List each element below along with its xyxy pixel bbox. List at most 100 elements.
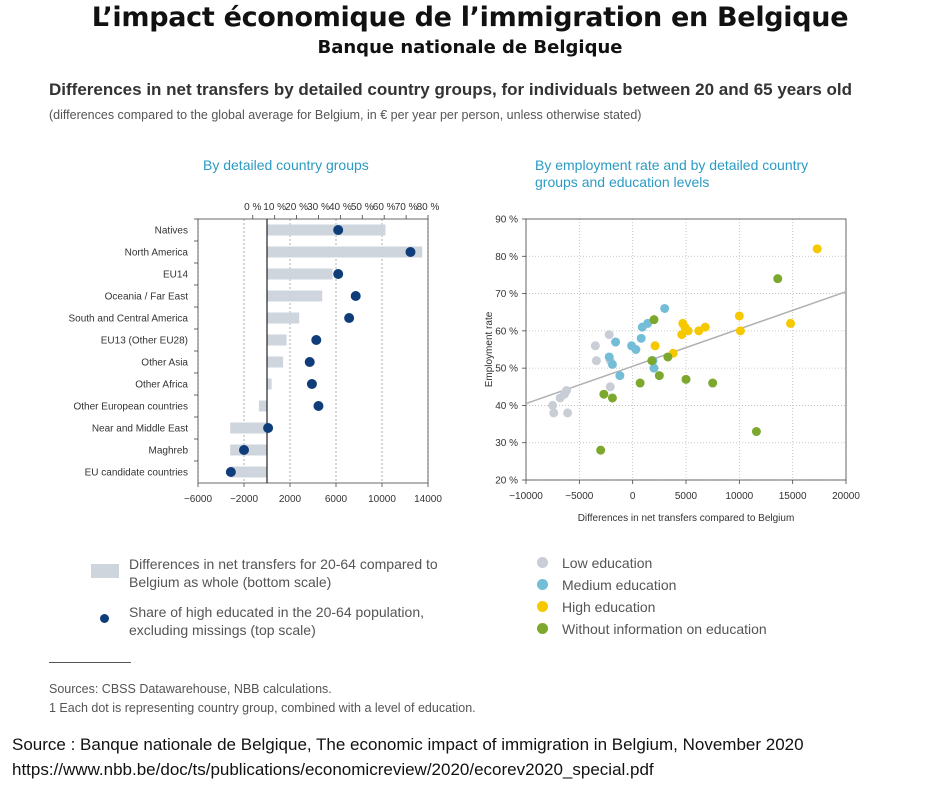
high-educated-dot (405, 247, 416, 257)
bottom-tick-label: 6000 (325, 494, 348, 505)
category-label: EU14 (163, 270, 188, 281)
sources-note: Sources: CBSS Datawarehouse, NBB calcula… (49, 682, 332, 696)
credit-url: https://www.nbb.be/doc/ts/publications/e… (12, 760, 654, 779)
category-label: Maghreb (149, 446, 189, 457)
category-label: Other Africa (135, 380, 188, 391)
bottom-tick-label: −6000 (184, 494, 213, 505)
low-education-point (548, 400, 558, 410)
low-education-point (604, 330, 614, 340)
high-educated-dot (313, 401, 324, 411)
legend-noinfo-swatch (537, 623, 548, 634)
high-education-point (786, 318, 796, 328)
medium-education-point (611, 337, 621, 347)
category-label: Other European countries (73, 402, 188, 413)
high-education-point (734, 311, 744, 321)
bar (267, 246, 423, 258)
credit-source: Source : Banque nationale de Belgique, T… (12, 735, 804, 754)
bar (267, 268, 333, 280)
legend-low-swatch (537, 557, 548, 568)
legend-low-label: Low education (562, 555, 653, 571)
y-tick-label: 40 % (495, 401, 518, 412)
top-tick-label: 30 % (307, 202, 330, 213)
medium-education-point (631, 345, 641, 354)
low-education-point (549, 408, 559, 418)
bar-chart: 0 % 10 % 20 % 30 % 40 % 50 % 60 % 70 % 80 % −6000… (68, 202, 442, 505)
high-educated-dot (263, 423, 274, 433)
top-tick-label: 50 % (351, 202, 374, 213)
top-tick-label: 70 % (395, 202, 418, 213)
medium-education-point (604, 352, 614, 362)
right-chart-title: By employment rate and by detailed count… (535, 157, 809, 190)
bottom-tick-label: −2000 (230, 494, 259, 505)
category-label: EU13 (Other EU28) (101, 336, 188, 347)
trend-line (525, 290, 847, 405)
top-tick-label: 40 % (329, 202, 352, 213)
legend-bar-swatch (91, 564, 119, 578)
x-tick-label: −10000 (509, 491, 543, 502)
category-label: South and Central America (68, 314, 188, 325)
x-tick-label: 0 (630, 491, 636, 502)
medium-education-point (615, 371, 625, 381)
bottom-tick-label: 10000 (368, 494, 396, 505)
high-educated-dot (239, 445, 249, 455)
figure-title: Differences in net transfers by detailed… (49, 80, 852, 99)
y-tick-label: 90 % (495, 215, 518, 226)
category-label: Oceania / Far East (105, 292, 189, 303)
legend-high-label: High education (562, 599, 656, 615)
x-tick-label: −5000 (565, 491, 594, 502)
top-tick-label: 80 % (417, 202, 440, 213)
top-tick-label: 20 % (285, 202, 308, 213)
category-label: Natives (155, 226, 188, 237)
x-tick-label: 10000 (725, 491, 753, 502)
legend-noinfo-label: Without information on education (562, 621, 767, 637)
no-info-education-point (649, 315, 659, 325)
high-educated-dot (350, 291, 361, 301)
low-education-point (590, 341, 600, 351)
high-educated-dot (306, 379, 317, 389)
bar (267, 378, 272, 390)
bar (267, 224, 386, 236)
no-info-education-point (751, 427, 761, 437)
x-axis-label: Differences in net transfers compared to… (578, 513, 795, 524)
bar (267, 334, 287, 346)
category-label: EU candidate countries (85, 468, 188, 479)
x-tick-label: 15000 (779, 491, 807, 502)
high-education-point (650, 341, 660, 351)
legend-dot-swatch (100, 614, 109, 623)
no-info-education-point (708, 378, 718, 388)
no-info-education-point (599, 389, 609, 399)
no-info-education-point (635, 378, 645, 388)
high-education-point (683, 326, 693, 336)
sub-title: Banque nationale de Belgique (317, 37, 623, 58)
bar (230, 422, 267, 434)
high-educated-dot (225, 467, 236, 477)
high-educated-dot (333, 225, 344, 235)
low-education-point (591, 356, 601, 366)
no-info-education-point (647, 356, 657, 366)
high-educated-dot (311, 335, 322, 345)
low-education-point (563, 408, 573, 418)
medium-education-point (636, 333, 646, 343)
category-label: North America (125, 248, 189, 259)
category-label: Near and Middle East (92, 424, 188, 435)
bar (230, 466, 267, 478)
y-tick-label: 50 % (495, 364, 518, 375)
category-label: Other Asia (141, 358, 188, 369)
top-tick-label: 60 % (373, 202, 396, 213)
y-tick-label: 70 % (495, 289, 518, 300)
no-info-education-point (663, 352, 673, 362)
no-info-education-point (596, 445, 606, 455)
medium-education-point (660, 303, 670, 313)
legend-medium-label: Medium education (562, 577, 677, 593)
no-info-education-point (681, 374, 691, 384)
high-education-point (735, 326, 745, 336)
top-tick-label: 0 % (244, 202, 261, 213)
footnote: 1 Each dot is representing country group… (49, 701, 476, 715)
high-education-point (812, 244, 822, 254)
bar-plot-frame (197, 218, 429, 484)
main-title: L’impact économique de l’immigration en … (91, 2, 849, 33)
left-chart-title: By detailed country groups (203, 157, 369, 173)
legend-high-swatch (537, 601, 548, 612)
x-tick-label: 5000 (675, 491, 698, 502)
bar (267, 290, 323, 302)
